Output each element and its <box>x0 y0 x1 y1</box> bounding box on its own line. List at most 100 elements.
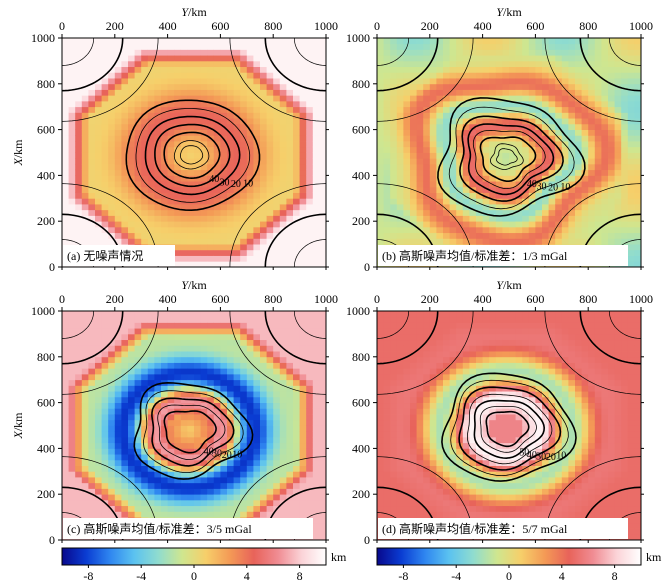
heatmap-cell <box>121 351 129 358</box>
heatmap-cell <box>377 238 384 245</box>
heatmap-cell <box>436 232 444 239</box>
heatmap-cell <box>601 38 609 45</box>
heatmap-cell <box>634 135 642 142</box>
heatmap-cell <box>260 249 267 256</box>
heatmap-cell <box>319 362 327 369</box>
heatmap-cell <box>161 499 168 507</box>
heatmap-cell <box>101 351 109 358</box>
heatmap-cell <box>141 339 149 346</box>
heatmap-cell <box>482 66 490 73</box>
heatmap-cell <box>548 123 556 130</box>
heatmap-cell <box>306 169 314 176</box>
heatmap-cell <box>114 141 122 148</box>
heatmap-cell <box>377 112 384 119</box>
heatmap-cell <box>266 419 274 426</box>
heatmap-cell <box>75 226 83 234</box>
heatmap-cell <box>121 316 129 323</box>
heatmap-cell <box>141 373 149 381</box>
heatmap-cell <box>502 55 510 62</box>
heatmap-cell <box>220 100 228 108</box>
heatmap-cell <box>233 322 241 329</box>
heatmap-cell <box>293 123 300 130</box>
heatmap-cell <box>377 232 384 239</box>
heatmap-cell <box>377 226 384 234</box>
heatmap-cell <box>180 163 188 171</box>
heatmap-cell <box>88 368 96 375</box>
heatmap-cell <box>246 49 254 56</box>
heatmap-cell <box>279 78 287 85</box>
heatmap-cell <box>147 118 155 125</box>
heatmap-cell <box>62 511 69 518</box>
heatmap-cell <box>62 396 69 404</box>
heatmap-cell <box>423 43 431 50</box>
heatmap-cell <box>608 221 615 228</box>
heatmap-cell <box>377 129 384 136</box>
heatmap-cell <box>489 38 497 45</box>
heatmap-cell <box>260 431 267 438</box>
heatmap-cell <box>233 454 241 461</box>
heatmap-cell <box>443 146 450 153</box>
heatmap-cell <box>121 408 129 415</box>
heatmap-cell <box>141 448 149 455</box>
heatmap-cell <box>416 198 424 205</box>
heatmap-cell <box>383 175 391 182</box>
heatmap-cell <box>128 373 135 381</box>
heatmap-cell <box>207 419 215 426</box>
heatmap-cell <box>240 471 248 478</box>
heatmap-cell <box>273 311 281 318</box>
heatmap-cell <box>443 78 450 85</box>
heatmap-cell <box>207 391 215 398</box>
heatmap-cell <box>286 356 294 363</box>
heatmap-cell <box>253 345 261 352</box>
heatmap-cell <box>81 316 89 323</box>
heatmap-cell <box>68 146 76 153</box>
heatmap-cell <box>469 192 477 199</box>
heatmap-cell <box>423 226 431 234</box>
heatmap-cell <box>266 448 274 455</box>
heatmap-cell <box>95 106 102 113</box>
heatmap-cell <box>416 112 424 119</box>
heatmap-cell <box>502 123 510 130</box>
heatmap-cell <box>306 499 314 507</box>
y-tick-label: 200 <box>37 487 55 501</box>
heatmap-cell <box>423 95 431 102</box>
heatmap-cell <box>141 89 149 96</box>
heatmap-cell <box>200 362 208 369</box>
heatmap-cell <box>279 175 287 182</box>
heatmap-cell <box>502 163 510 171</box>
heatmap-cell <box>260 425 267 432</box>
heatmap-cell <box>614 232 622 239</box>
heatmap-cell <box>273 431 281 438</box>
heatmap-cell <box>273 135 281 142</box>
heatmap-cell <box>68 100 76 108</box>
heatmap-cell <box>266 442 274 449</box>
heatmap-cell <box>416 169 424 176</box>
heatmap-cell <box>306 204 314 211</box>
heatmap-cell <box>187 379 195 386</box>
heatmap-cell <box>154 209 162 216</box>
heatmap-cell <box>253 43 261 50</box>
heatmap-cell <box>180 494 188 501</box>
heatmap-cell <box>233 72 241 79</box>
heatmap-cell <box>134 158 142 165</box>
heatmap-cell <box>101 402 109 409</box>
heatmap-cell <box>81 72 89 79</box>
heatmap-cell <box>200 95 208 102</box>
heatmap-cell <box>319 505 327 512</box>
heatmap-cell <box>174 192 182 199</box>
heatmap-cell <box>88 118 96 125</box>
heatmap-cell <box>128 465 135 472</box>
heatmap-cell <box>502 83 510 90</box>
heatmap-cell <box>213 89 221 96</box>
heatmap-cell <box>101 60 109 68</box>
contour-line <box>143 390 244 473</box>
heatmap-cell <box>260 129 267 136</box>
heatmap-cell <box>279 477 287 484</box>
heatmap-cell <box>180 226 188 234</box>
heatmap-cell <box>81 339 89 346</box>
heatmap-cell <box>246 419 254 426</box>
heatmap-cell <box>403 209 411 216</box>
heatmap-cell <box>88 373 96 381</box>
heatmap-cell <box>174 135 182 142</box>
heatmap-cell <box>180 311 188 318</box>
